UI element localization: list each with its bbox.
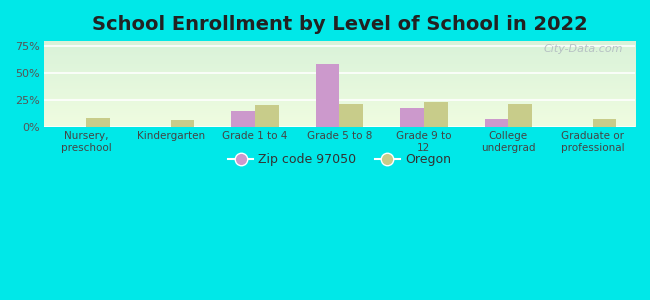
Text: City-Data.com: City-Data.com: [543, 44, 623, 54]
Bar: [86, 118, 110, 127]
Bar: [593, 119, 616, 127]
Bar: [339, 104, 363, 127]
Bar: [424, 103, 448, 127]
Bar: [170, 120, 194, 127]
Bar: [400, 108, 424, 127]
Legend: Zip code 97050, Oregon: Zip code 97050, Oregon: [223, 148, 456, 171]
Title: School Enrollment by Level of School in 2022: School Enrollment by Level of School in …: [92, 15, 588, 34]
Bar: [255, 105, 279, 127]
Bar: [316, 64, 339, 127]
Bar: [508, 103, 532, 127]
Bar: [485, 119, 508, 127]
Bar: [231, 111, 255, 127]
